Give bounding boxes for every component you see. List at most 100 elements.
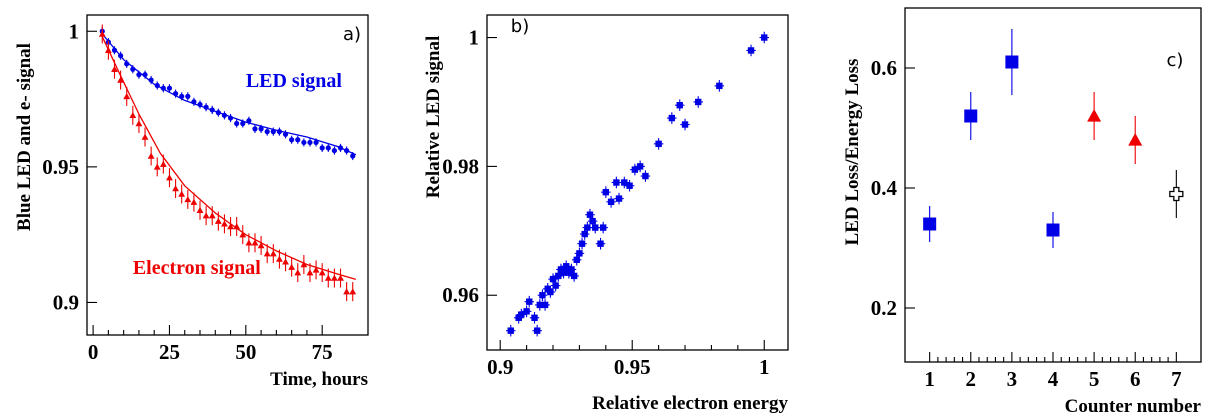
series-annotation: Electron signal <box>133 257 261 279</box>
data-point <box>215 110 221 116</box>
data-point <box>584 224 591 231</box>
x-tick-label: 1 <box>759 355 770 379</box>
data-point <box>233 223 241 230</box>
y-axis-label: Relative LED signal <box>423 36 444 199</box>
data-point <box>1005 55 1019 69</box>
data-point <box>331 147 338 154</box>
data-point <box>312 266 320 273</box>
data-point <box>185 93 191 99</box>
data-point <box>294 269 302 276</box>
data-point <box>563 263 570 270</box>
data-point <box>245 239 253 246</box>
data-point <box>221 220 228 227</box>
data-point <box>578 240 586 247</box>
panel-tag: c) <box>1167 50 1184 71</box>
panel-tag: a) <box>343 24 361 45</box>
data-point <box>153 163 161 170</box>
data-point <box>349 288 357 295</box>
data-point <box>288 263 296 270</box>
data-point <box>252 126 258 132</box>
data-point <box>547 288 554 296</box>
data-point <box>507 327 514 334</box>
data-point <box>570 272 578 280</box>
data-point <box>135 120 143 127</box>
data-point <box>282 131 289 137</box>
fit-curve <box>101 33 357 156</box>
data-point <box>124 61 130 67</box>
data-point <box>166 174 173 181</box>
data-point <box>695 98 702 106</box>
x-tick-label: 4 <box>1048 367 1059 391</box>
data-point <box>337 145 344 151</box>
data-point <box>536 301 544 309</box>
data-point <box>761 34 768 41</box>
data-point <box>1169 186 1184 202</box>
x-tick-label: 2 <box>966 367 977 391</box>
data-point <box>602 188 610 196</box>
x-tick-label: 3 <box>1007 367 1018 391</box>
data-point <box>531 314 538 321</box>
data-point <box>1046 223 1060 237</box>
data-point <box>343 288 351 295</box>
data-point <box>642 172 649 180</box>
data-point <box>269 250 277 257</box>
data-point <box>586 211 594 218</box>
data-point <box>234 120 240 127</box>
data-point <box>607 198 615 206</box>
y-axis-label: LED Loss/Energy Loss <box>842 59 863 246</box>
x-axis-label: Relative electron energy <box>592 393 788 414</box>
data-point <box>129 111 137 119</box>
y-tick-label: 1 <box>69 19 80 43</box>
data-point <box>276 129 283 135</box>
data-point <box>621 179 628 186</box>
data-point <box>515 314 522 321</box>
x-axis-label: Counter number <box>1065 396 1202 417</box>
x-tick-label: 7 <box>1171 367 1182 391</box>
data-point <box>631 166 639 173</box>
data-point <box>615 195 623 202</box>
x-tick-label: 5 <box>1089 367 1100 391</box>
data-point <box>282 258 289 265</box>
data-point <box>599 224 607 231</box>
data-point <box>1087 109 1102 122</box>
panel-b: 0.9 0.95 1 0.96 0.98 1 Relative electron energ… <box>423 14 789 414</box>
data-point <box>264 129 270 135</box>
plot-frame <box>86 14 369 336</box>
data-point <box>350 153 356 159</box>
data-point <box>258 126 264 132</box>
data-point <box>655 140 662 148</box>
data-point <box>147 152 155 159</box>
data-point <box>552 282 559 289</box>
y-axis-label: Blue LED and e- signal <box>14 43 35 231</box>
data-point <box>196 206 204 213</box>
plot-frame <box>904 7 1202 363</box>
data-point <box>160 85 166 91</box>
x-tick-label: 0 <box>88 340 99 364</box>
x-tick-label: 75 <box>312 340 333 364</box>
y-tick-label: 0.96 <box>442 283 479 307</box>
data-point <box>159 160 167 167</box>
y-tick-label: 0.98 <box>442 154 479 178</box>
y-tick-label: 0.4 <box>871 176 898 200</box>
data-point <box>270 129 276 135</box>
data-point <box>549 275 557 283</box>
data-point <box>148 77 154 83</box>
data-point <box>123 92 131 100</box>
data-point <box>964 109 978 123</box>
data-point <box>117 76 124 83</box>
x-tick-label: 0.9 <box>487 355 513 379</box>
x-tick-label: 6 <box>1130 367 1141 391</box>
data-point <box>166 85 173 91</box>
y-tick-label: 0.2 <box>871 296 897 320</box>
data-point <box>191 99 197 105</box>
data-point <box>301 139 307 146</box>
data-point <box>276 255 283 262</box>
data-point <box>239 231 247 238</box>
data-point <box>190 198 198 205</box>
data-point <box>209 107 215 113</box>
data-point <box>179 93 185 99</box>
data-point <box>227 115 234 121</box>
data-point <box>541 301 549 309</box>
panel-tag: b) <box>511 16 529 37</box>
data-point <box>257 242 265 249</box>
